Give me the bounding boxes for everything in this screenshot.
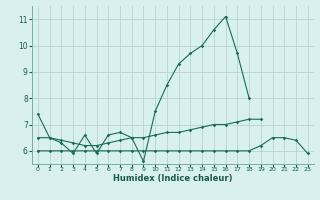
X-axis label: Humidex (Indice chaleur): Humidex (Indice chaleur): [113, 174, 233, 183]
